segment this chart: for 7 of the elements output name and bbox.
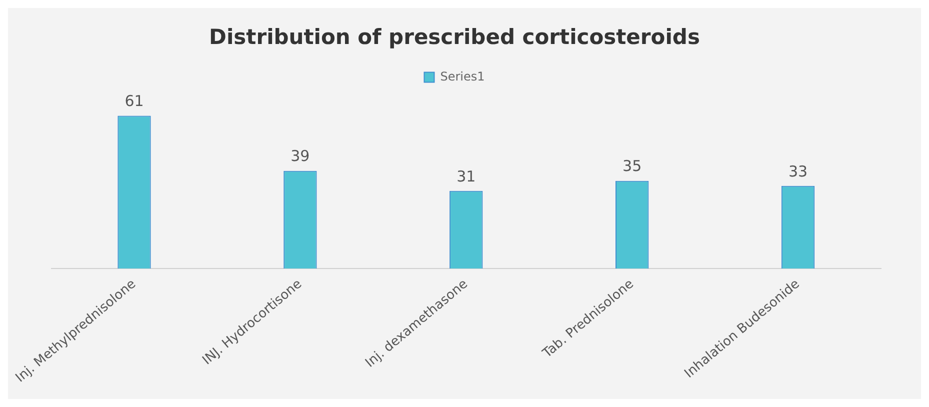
data-label: 33	[788, 162, 808, 180]
data-label: 39	[290, 147, 310, 166]
legend-label: Series1	[440, 69, 485, 84]
data-label: 61	[124, 92, 144, 110]
data-label: 31	[456, 167, 476, 186]
chart-title: Distribution of prescribed corticosteroids	[209, 25, 700, 50]
data-label: 35	[622, 157, 642, 176]
